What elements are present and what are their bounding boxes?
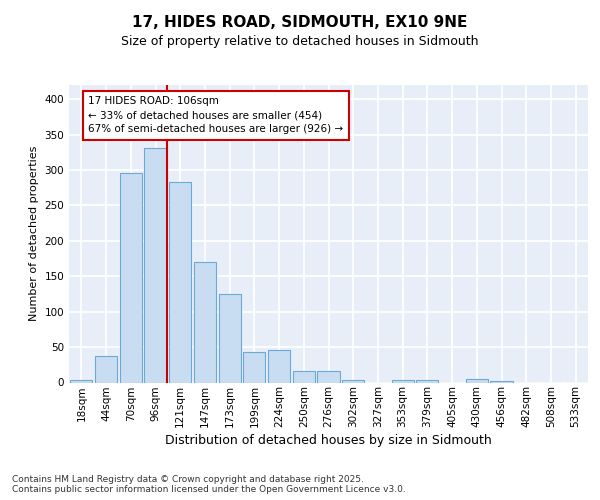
Y-axis label: Number of detached properties: Number of detached properties bbox=[29, 146, 39, 322]
Bar bbox=[293, 371, 315, 382]
Bar bbox=[392, 380, 414, 382]
X-axis label: Distribution of detached houses by size in Sidmouth: Distribution of detached houses by size … bbox=[165, 434, 492, 448]
Bar bbox=[119, 173, 142, 382]
Bar bbox=[490, 381, 512, 382]
Bar bbox=[218, 294, 241, 382]
Text: Size of property relative to detached houses in Sidmouth: Size of property relative to detached ho… bbox=[121, 34, 479, 48]
Bar bbox=[342, 380, 364, 382]
Bar bbox=[466, 379, 488, 382]
Bar bbox=[169, 182, 191, 382]
Bar bbox=[268, 350, 290, 382]
Bar bbox=[70, 380, 92, 382]
Text: 17, HIDES ROAD, SIDMOUTH, EX10 9NE: 17, HIDES ROAD, SIDMOUTH, EX10 9NE bbox=[133, 15, 467, 30]
Bar bbox=[416, 380, 439, 382]
Text: Contains HM Land Registry data © Crown copyright and database right 2025.
Contai: Contains HM Land Registry data © Crown c… bbox=[12, 474, 406, 494]
Bar bbox=[194, 262, 216, 382]
Bar bbox=[145, 148, 167, 382]
Text: 17 HIDES ROAD: 106sqm
← 33% of detached houses are smaller (454)
67% of semi-det: 17 HIDES ROAD: 106sqm ← 33% of detached … bbox=[88, 96, 343, 134]
Bar bbox=[243, 352, 265, 382]
Bar bbox=[317, 371, 340, 382]
Bar bbox=[95, 356, 117, 382]
